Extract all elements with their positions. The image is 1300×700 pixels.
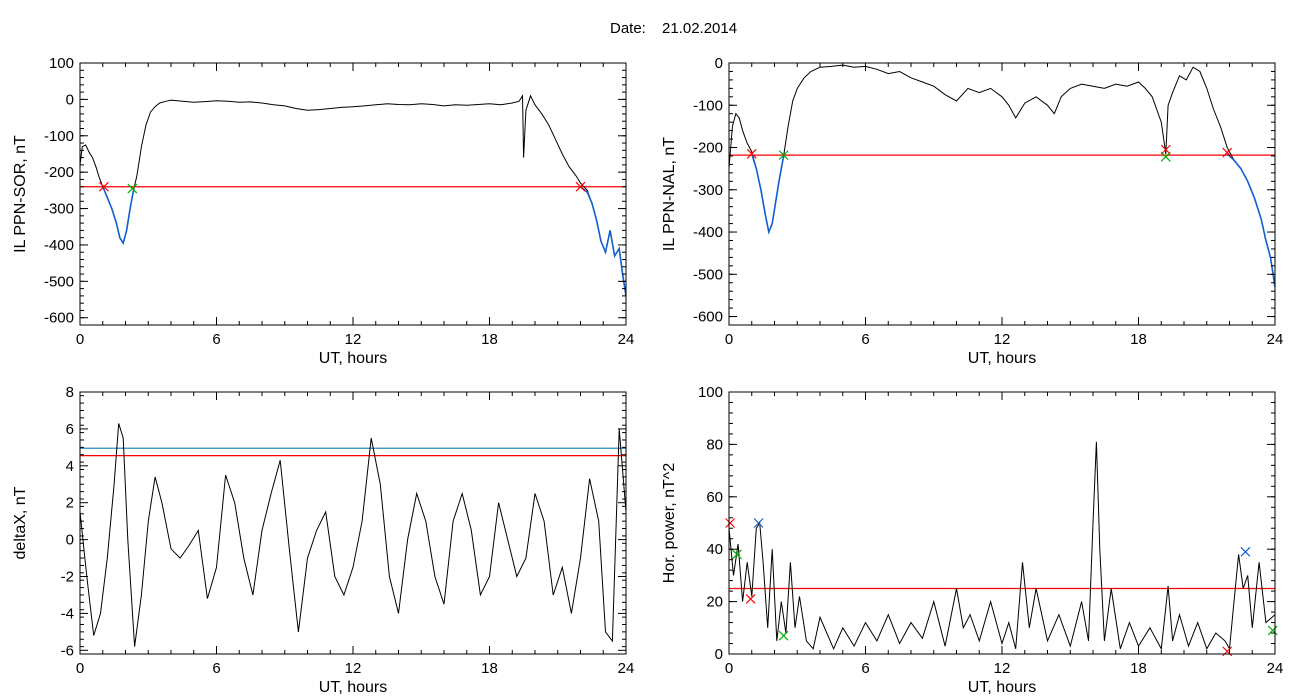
x-tick-label: 18: [1130, 660, 1147, 677]
y-tick-label: -400: [44, 237, 74, 254]
cross-marker: [725, 518, 736, 528]
cross-marker: [98, 181, 109, 192]
cross-marker: [1222, 646, 1233, 657]
y-tick-label: -500: [44, 273, 74, 290]
y-tick-label: -500: [693, 266, 723, 283]
cross-marker: [1160, 144, 1171, 155]
y-tick-label: 60: [706, 489, 723, 506]
y-tick-label: 0: [715, 646, 723, 663]
cross-marker: [778, 150, 789, 161]
cross-marker: [1222, 147, 1233, 158]
x-tick-label: 12: [345, 331, 362, 348]
y-tick-label: 2: [66, 495, 74, 512]
y-tick-label: -600: [693, 309, 723, 326]
y-tick-label: 20: [706, 594, 723, 611]
x-tick-label: 18: [1130, 331, 1147, 348]
y-tick-label: -200: [44, 164, 74, 181]
figure-title-prefix: Date:: [610, 20, 646, 37]
cross-marker: [745, 594, 756, 604]
chart-ppn-nal: 0 6 12 18 24 0 -100 -200 -300 -400 -500 -600 UT, hou…: [661, 55, 1283, 367]
plot-frame: [728, 391, 1276, 655]
chart-panels: 0 6 12 18 241000-100-200-300-400-500-600UT, …: [12, 55, 1283, 696]
x-tick-label: 0: [76, 660, 84, 677]
x-tick-label: 6: [861, 660, 869, 677]
x-tick-label: 12: [345, 660, 362, 677]
data-series-line: [729, 441, 1275, 651]
data-series-line: [80, 94, 626, 296]
y-tick-label: 40: [706, 541, 723, 558]
x-axis-label: UT, hours: [968, 350, 1036, 367]
y-axis-label: IL PPN-NAL, nT: [661, 137, 678, 251]
y-tick-label: 0: [66, 91, 74, 108]
y-axis-label: IL PPN-SOR, nT: [12, 135, 29, 253]
y-tick-label: -4: [61, 605, 74, 622]
x-tick-label: 6: [861, 331, 869, 348]
y-tick-label: 0: [66, 532, 74, 549]
data-series-line: [80, 423, 626, 647]
cross-marker: [746, 148, 757, 159]
cross-marker: [127, 183, 138, 194]
y-tick-label: 0: [715, 55, 723, 72]
x-tick-label: 0: [76, 331, 84, 348]
y-tick-label: -6: [61, 642, 74, 659]
x-tick-label: 0: [725, 660, 733, 677]
highlight-segment: [1226, 153, 1275, 288]
y-tick-label: 100: [698, 384, 723, 401]
cross-marker: [753, 518, 764, 528]
y-tick-label: 4: [66, 458, 74, 475]
x-tick-label: 24: [618, 660, 635, 677]
highlight-segment: [751, 153, 785, 235]
y-tick-label: -300: [44, 201, 74, 218]
x-tick-label: 6: [212, 660, 220, 677]
figure-title-date: 21.02.2014: [662, 20, 737, 37]
cross-marker: [1160, 151, 1171, 162]
highlight-segment: [102, 186, 135, 246]
x-tick-label: 12: [994, 660, 1011, 677]
y-tick-label: -2: [61, 569, 74, 586]
x-tick-label: 18: [481, 660, 498, 677]
y-tick-label: -200: [693, 140, 723, 157]
x-tick-label: 24: [1267, 660, 1284, 677]
x-tick-label: 12: [994, 331, 1011, 348]
y-tick-label: 6: [66, 421, 74, 438]
cross-marker: [732, 549, 742, 560]
cross-marker: [778, 630, 789, 641]
y-tick-label: 100: [49, 55, 74, 72]
x-axis-label: UT, hours: [319, 679, 387, 696]
x-tick-label: 0: [725, 331, 733, 348]
y-tick-label: -300: [693, 182, 723, 199]
y-tick-label: 80: [706, 436, 723, 453]
x-tick-label: 18: [481, 331, 498, 348]
cross-marker: [1240, 546, 1251, 557]
x-tick-label: 6: [212, 331, 220, 348]
highlight-segment: [579, 186, 626, 297]
y-axis-label: Hor. power, nT^2: [661, 463, 678, 584]
chart-hor-power: 0 6 12 18 24 100 80 60 40 20 0 UT, hours Hor. power,…: [661, 384, 1283, 696]
chart-ppn-sor: 0 6 12 18 24 100 0 -100 -200 -300 -400 -500 -600 UT, …: [12, 55, 634, 367]
x-tick-label: 24: [1267, 331, 1284, 348]
cross-marker: [1267, 625, 1278, 636]
plot-frame: [728, 62, 1276, 326]
x-axis-label: UT, hours: [968, 679, 1036, 696]
cross-marker: [575, 181, 586, 192]
y-tick-label: -100: [693, 97, 723, 114]
data-series-line: [729, 64, 1275, 288]
chart-deltax: 0 6 12 18 24 8 6 4 2 0 -2 -4 -6 UT, hours deltaX, nT: [12, 384, 634, 696]
y-axis-label: deltaX, nT: [12, 486, 29, 559]
x-axis-label: UT, hours: [319, 350, 387, 367]
y-tick-label: -100: [44, 128, 74, 145]
y-tick-label: -400: [693, 224, 723, 241]
y-tick-label: -600: [44, 310, 74, 327]
y-tick-label: 8: [66, 384, 74, 401]
x-tick-label: 24: [618, 331, 635, 348]
